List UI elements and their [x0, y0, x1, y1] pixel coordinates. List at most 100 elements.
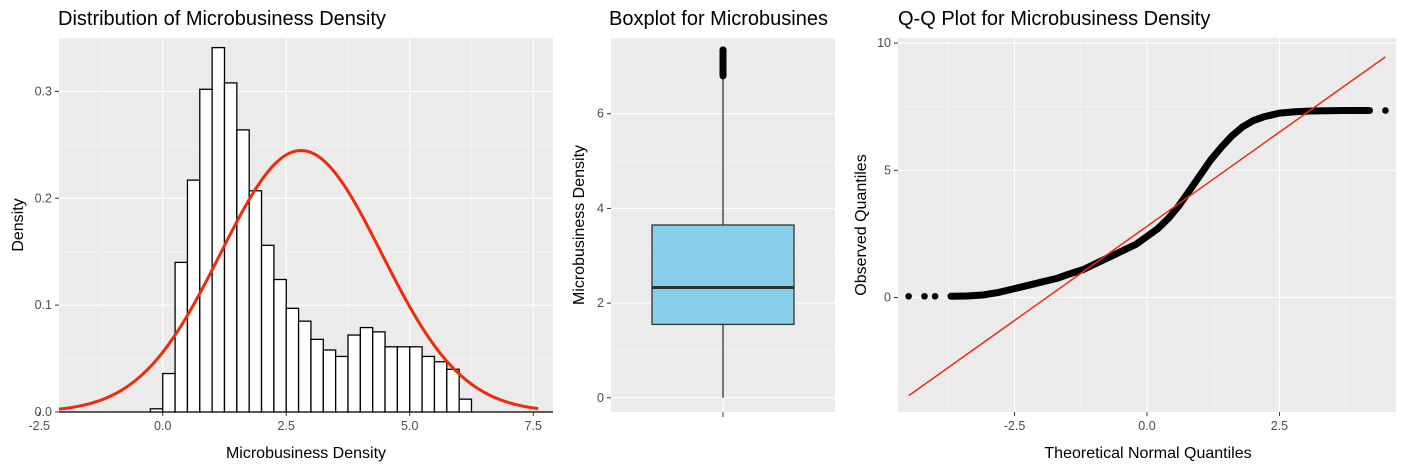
qq-x-ticks: -2.5 0.0 2.5: [1004, 412, 1288, 433]
x-tick-label: 0.0: [1138, 419, 1155, 433]
histogram-x-ticks: -2.5 0.0 2.5 5.0 7.5: [28, 412, 542, 433]
x-tick-label: -2.5: [1004, 419, 1026, 433]
histogram-bars: [59, 46, 553, 413]
qq-reference-line: [908, 56, 1386, 397]
qq-point: [979, 291, 987, 299]
histogram-bar: [458, 398, 473, 413]
qq-point: [1323, 107, 1331, 115]
histogram-x-label: Microbusiness Density: [226, 445, 386, 462]
qq-point: [1366, 107, 1373, 114]
boxplot-title: Boxplot for Microbusines: [609, 8, 828, 30]
qq-grid: [898, 38, 1396, 412]
histogram-bar: [223, 82, 238, 413]
qq-point: [1064, 271, 1071, 278]
qq-point: [1292, 108, 1299, 116]
qq-point: [1196, 172, 1204, 179]
qq-point: [1011, 285, 1018, 292]
x-tick-label: 5.0: [401, 419, 418, 433]
qq-point: [1207, 156, 1214, 164]
histogram-bar: [174, 261, 189, 413]
histogram-bar: [334, 355, 349, 413]
histogram-bar: [162, 372, 176, 413]
histogram-bar: [199, 88, 213, 413]
histogram-bar: [285, 307, 300, 413]
y-tick-label: 4: [597, 201, 604, 215]
qq-point: [947, 292, 955, 300]
qq-point: [995, 289, 1002, 296]
qq-x-label: Theoretical Normal Quantiles: [1044, 445, 1251, 462]
x-tick-label: 7.5: [525, 419, 542, 433]
y-tick-label: 2: [597, 296, 604, 310]
qq-point: [1382, 107, 1389, 114]
histogram-bar: [372, 331, 386, 413]
qq-point: [931, 292, 939, 300]
histogram-title: Distribution of Microbusiness Density: [58, 8, 386, 30]
qq-point: [1143, 233, 1151, 240]
histogram-bar: [322, 349, 337, 413]
qq-point: [1164, 215, 1172, 222]
y-tick-label: 0: [884, 291, 891, 305]
histogram-bar: [260, 244, 275, 413]
qq-point: [1186, 187, 1193, 194]
y-tick-label: 0.0: [35, 405, 52, 419]
qq-point: [1228, 132, 1236, 140]
histogram-chart: Distribution of Microbusiness Density -2…: [10, 8, 553, 462]
boxplot-y-ticks: 0 2 4 6: [597, 107, 611, 405]
y-tick-label: 0: [597, 391, 604, 405]
histogram-bar: [310, 338, 324, 413]
histogram-bar: [359, 326, 374, 413]
y-tick-label: 5: [884, 163, 891, 177]
qq-y-label: Observed Quantiles: [853, 154, 870, 295]
interquartile-box: [651, 224, 795, 326]
histogram-y-label: Density: [10, 198, 27, 251]
histogram-bar: [236, 129, 250, 413]
histogram-bar: [433, 361, 448, 413]
y-tick-label: 0.1: [35, 298, 52, 312]
y-tick-label: 0.3: [35, 84, 52, 98]
qq-point: [1355, 107, 1363, 114]
x-tick-label: 2.5: [1271, 419, 1288, 433]
qq-title: Q-Q Plot for Microbusiness Density: [898, 8, 1210, 30]
y-tick-label: 10: [877, 36, 891, 50]
histogram-bar: [248, 190, 263, 413]
x-tick-label: 0.0: [154, 419, 171, 433]
qq-point: [1154, 225, 1161, 233]
boxplot-chart: Boxplot for Microbusines 0 2 4 6 Microbusin…: [571, 8, 835, 417]
x-tick-label: -2.5: [28, 419, 50, 433]
qq-y-ticks: 0 5 10: [877, 36, 898, 305]
qq-point: [1037, 278, 1045, 286]
boxplot-box: [651, 46, 795, 398]
histogram-bar: [297, 320, 312, 413]
qq-point: [1027, 281, 1034, 289]
qq-point: [1111, 250, 1119, 258]
histogram-bar: [384, 346, 399, 413]
qq-point: [1133, 240, 1140, 248]
qq-point: [1239, 123, 1246, 131]
histogram-bar: [409, 346, 423, 413]
boxplot-y-label: Microbusiness Density: [571, 145, 588, 305]
qq-point: [1217, 144, 1225, 151]
qq-point: [1307, 107, 1315, 115]
qq-point: [963, 292, 971, 300]
histogram-bar: [396, 346, 411, 413]
histogram-bar: [149, 408, 164, 413]
qq-point: [921, 292, 928, 300]
y-tick-label: 0.2: [35, 191, 52, 205]
x-tick-label: 2.5: [278, 419, 295, 433]
histogram-bar: [273, 278, 287, 413]
qq-chart: Q-Q Plot for Microbusiness Density -2.5 0…: [853, 8, 1396, 462]
qq-point: [1122, 245, 1130, 253]
y-tick-label: 6: [597, 107, 604, 121]
histogram-y-ticks: 0.0 0.1 0.2 0.3: [35, 84, 59, 419]
qq-point: [905, 292, 912, 300]
qq-point: [1339, 107, 1347, 114]
histogram-bar: [347, 334, 361, 413]
qq-point: [1260, 113, 1267, 121]
normal-density-curve: [58, 148, 539, 411]
histogram-bar: [421, 355, 436, 413]
qq-point-band: [947, 107, 1373, 300]
qq-point: [1053, 275, 1061, 282]
qq-point: [1276, 109, 1283, 117]
histogram-bar: [446, 368, 460, 413]
